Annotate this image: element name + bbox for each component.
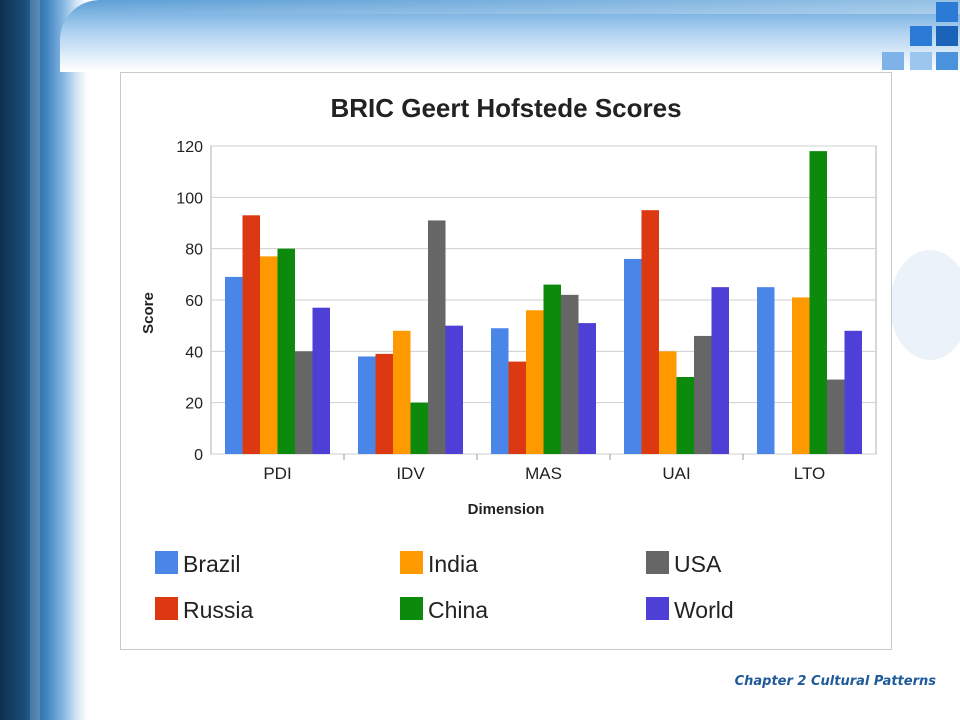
- bar-china-uai: [676, 377, 694, 454]
- decor-square: [936, 52, 958, 70]
- bar-russia-idv: [375, 353, 393, 454]
- slide-top-band: [60, 0, 960, 72]
- bar-usa-uai: [694, 335, 712, 454]
- bar-india-lto: [792, 297, 810, 454]
- bar-india-pdi: [260, 256, 278, 454]
- bar-india-mas: [526, 310, 544, 454]
- bar-india-uai: [659, 351, 677, 454]
- bar-world-uai: [711, 287, 729, 454]
- bar-usa-mas: [561, 294, 579, 454]
- legend-swatch-world: [646, 597, 669, 620]
- bar-brazil-idv: [358, 356, 376, 454]
- footer-chapter-label: Chapter 2 Cultural Patterns: [734, 674, 936, 689]
- x-tick-label: MAS: [525, 464, 562, 483]
- bar-china-lto: [809, 151, 827, 454]
- bar-china-pdi: [277, 248, 295, 454]
- bar-chart: BRIC Geert Hofstede Scores Score Dimensi…: [140, 93, 877, 623]
- bar-china-idv: [410, 402, 428, 454]
- bar-world-idv: [445, 325, 463, 454]
- bar-russia-uai: [641, 210, 659, 454]
- decor-square: [882, 52, 904, 70]
- legend-label-china: China: [428, 597, 488, 623]
- x-axis-label: Dimension: [468, 501, 545, 518]
- watermark-shape: [890, 250, 960, 360]
- x-tick-label: PDI: [263, 464, 291, 483]
- bar-world-pdi: [312, 307, 330, 454]
- y-tick-label: 0: [194, 447, 203, 464]
- bar-brazil-uai: [624, 258, 642, 454]
- legend-label-world: World: [674, 597, 734, 623]
- x-tick-label: LTO: [794, 464, 826, 483]
- bar-india-idv: [393, 330, 411, 454]
- slide-left-band: [0, 0, 88, 720]
- bar-usa-idv: [428, 220, 446, 454]
- legend-swatch-russia: [155, 597, 178, 620]
- y-tick-label: 20: [185, 396, 203, 413]
- decor-square: [910, 26, 932, 46]
- legend-label-brazil: Brazil: [183, 551, 241, 577]
- legend-swatch-brazil: [155, 551, 178, 574]
- x-tick-label: IDV: [396, 464, 425, 483]
- legend-label-india: India: [428, 551, 478, 577]
- bar-brazil-mas: [491, 328, 509, 454]
- y-tick-label: 80: [185, 242, 203, 259]
- legend-label-usa: USA: [674, 551, 722, 577]
- decor-square: [910, 52, 932, 70]
- bar-russia-pdi: [242, 215, 260, 454]
- decor-square: [936, 2, 958, 22]
- chart-panel: BRIC Geert Hofstede Scores Score Dimensi…: [120, 72, 892, 650]
- y-tick-label: 60: [185, 293, 203, 310]
- legend-swatch-china: [400, 597, 423, 620]
- chart-title: BRIC Geert Hofstede Scores: [330, 93, 681, 123]
- bar-brazil-pdi: [225, 276, 243, 454]
- legend-swatch-usa: [646, 551, 669, 574]
- bar-world-lto: [844, 330, 862, 454]
- y-axis-label: Score: [140, 292, 157, 334]
- y-tick-label: 100: [176, 190, 203, 207]
- decor-square: [936, 26, 958, 46]
- bar-world-mas: [578, 323, 596, 454]
- bar-brazil-lto: [757, 287, 775, 454]
- y-tick-label: 120: [176, 139, 203, 156]
- legend-label-russia: Russia: [183, 597, 254, 623]
- bar-usa-lto: [827, 379, 845, 454]
- legend-swatch-india: [400, 551, 423, 574]
- bar-usa-pdi: [295, 351, 313, 454]
- bar-russia-mas: [508, 361, 526, 454]
- x-tick-label: UAI: [662, 464, 690, 483]
- bar-china-mas: [543, 284, 561, 454]
- y-tick-label: 40: [185, 344, 203, 361]
